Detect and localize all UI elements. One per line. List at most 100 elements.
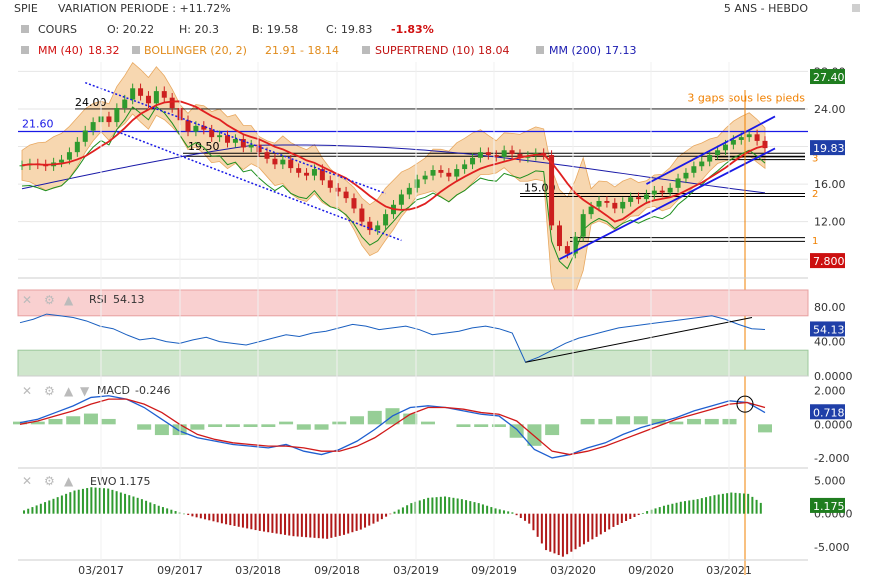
close-icon[interactable]: ✕: [22, 293, 32, 307]
ewo-bar: [629, 513, 632, 519]
macd-hist-bar: [332, 421, 347, 425]
arrow-up-icon[interactable]: ▲: [64, 293, 74, 307]
close-icon[interactable]: [362, 46, 370, 54]
arrow-down-icon[interactable]: ▼: [80, 384, 90, 398]
rsi-trend-line: [525, 317, 753, 363]
level-label-21-60: 21.60: [22, 117, 54, 130]
ewo-bar: [587, 513, 590, 542]
ewo-bar: [313, 513, 316, 538]
candle-body: [549, 154, 555, 226]
ewo-bar: [473, 502, 476, 514]
ewo-label: EWO: [90, 475, 117, 488]
ewo-bar: [262, 513, 265, 532]
ewo-bar: [460, 499, 463, 514]
candle-body: [153, 91, 159, 104]
macd-line: [19, 395, 766, 459]
ewo-bar: [738, 493, 741, 514]
close-icon[interactable]: [21, 25, 29, 33]
candle-body: [730, 139, 736, 145]
ewo-bar: [401, 507, 404, 514]
candle-body: [193, 125, 199, 132]
y-tick-label: 5.000: [814, 475, 846, 488]
macd-panel[interactable]: -2.000 0.0000 2.000 0.7180 ✕ ⚙ ▲ ▼ MACD -0.246: [13, 384, 853, 469]
arrow-up-icon[interactable]: ▲: [64, 474, 74, 488]
candle-body: [217, 135, 223, 138]
candle-body: [683, 172, 689, 179]
ewo-bar: [300, 513, 303, 537]
candle-body: [628, 197, 634, 202]
candle-body: [470, 157, 476, 165]
ewo-bar: [115, 491, 118, 514]
ewo-bar: [52, 498, 55, 514]
x-tick-label: 03/2021: [706, 564, 752, 577]
ewo-bar: [557, 513, 560, 556]
ewo-bar: [191, 513, 194, 517]
price-panel[interactable]: 8.0012.0016.0020.0024.0028.0024.0021.601…: [18, 62, 846, 575]
ewo-bar: [212, 513, 215, 522]
candle-body: [240, 139, 246, 148]
ewo-bar: [187, 513, 190, 516]
legend-mm40: MM (40): [38, 44, 83, 57]
macd-hist-bar: [456, 424, 471, 428]
header-corner-icon[interactable]: [852, 4, 860, 12]
arrow-up-icon[interactable]: ▲: [64, 384, 74, 398]
ewo-bar: [507, 511, 510, 514]
ewo-bar: [275, 513, 278, 534]
macd-hist-bar: [403, 413, 418, 425]
ewo-bar: [515, 513, 518, 516]
ewo-bar: [540, 513, 543, 544]
close-icon[interactable]: [21, 46, 29, 54]
x-tick-label: 09/2017: [157, 564, 203, 577]
rsi-line: [19, 313, 766, 363]
gear-icon[interactable]: ⚙: [44, 384, 55, 398]
candle-body: [422, 175, 428, 180]
downtrend-upper-line: [84, 81, 386, 195]
ewo-bar: [486, 505, 489, 514]
ewo-bar: [111, 489, 114, 514]
gap-label-2: 2: [812, 189, 818, 200]
candle-body: [311, 169, 317, 176]
candle-body: [138, 88, 144, 96]
ewo-bar: [692, 499, 695, 514]
candle-body: [462, 164, 468, 170]
ewo-bar: [734, 492, 737, 514]
ewo-bar: [705, 497, 708, 514]
ewo-bar: [671, 503, 674, 514]
ewo-bar: [410, 503, 413, 514]
legend-supertrend: SUPERTREND (10): [375, 44, 475, 57]
macd-hist-bar: [687, 418, 702, 425]
x-tick-label: 03/2018: [235, 564, 281, 577]
legend-bollinger: BOLLINGER (20, 2): [144, 44, 247, 57]
candle-body: [699, 161, 705, 167]
close-icon[interactable]: ✕: [22, 384, 32, 398]
ewo-bar: [675, 502, 678, 514]
ewo-bar: [351, 513, 354, 533]
rsi-panel[interactable]: 0.0000 40.00 80.00 54.13 ✕ ⚙ ▲ RSI 54.13: [17, 289, 853, 383]
ewo-bar: [246, 513, 249, 529]
close-icon[interactable]: [536, 46, 544, 54]
level-label-15: 15.00: [524, 181, 556, 194]
candle-body: [66, 152, 72, 160]
candle-body: [691, 166, 697, 173]
macd-hist-bar: [101, 418, 116, 425]
gear-icon[interactable]: ⚙: [44, 474, 55, 488]
close-icon[interactable]: [132, 46, 140, 54]
macd-badge: [810, 404, 845, 420]
close-icon[interactable]: ✕: [22, 474, 32, 488]
ewo-bar: [140, 499, 143, 514]
period-label[interactable]: 5 ANS - HEBDO: [724, 2, 808, 15]
ewo-bar: [393, 511, 396, 514]
macd-hist-bar: [491, 424, 506, 428]
macd-hist-bar: [66, 416, 81, 425]
ewo-bar: [545, 513, 548, 551]
ewo-bar: [166, 508, 169, 514]
ewo-bar: [633, 513, 636, 517]
legend-row-2: MM (40) 18.32 BOLLINGER (20, 2) 21.91 - …: [21, 44, 637, 57]
ewo-bar: [532, 513, 535, 531]
gear-icon[interactable]: ⚙: [44, 293, 55, 307]
ewo-bar: [102, 488, 105, 514]
ewo-bar: [31, 507, 34, 514]
ewo-bar: [688, 500, 691, 514]
y-tick-label: 80.00: [814, 301, 846, 314]
